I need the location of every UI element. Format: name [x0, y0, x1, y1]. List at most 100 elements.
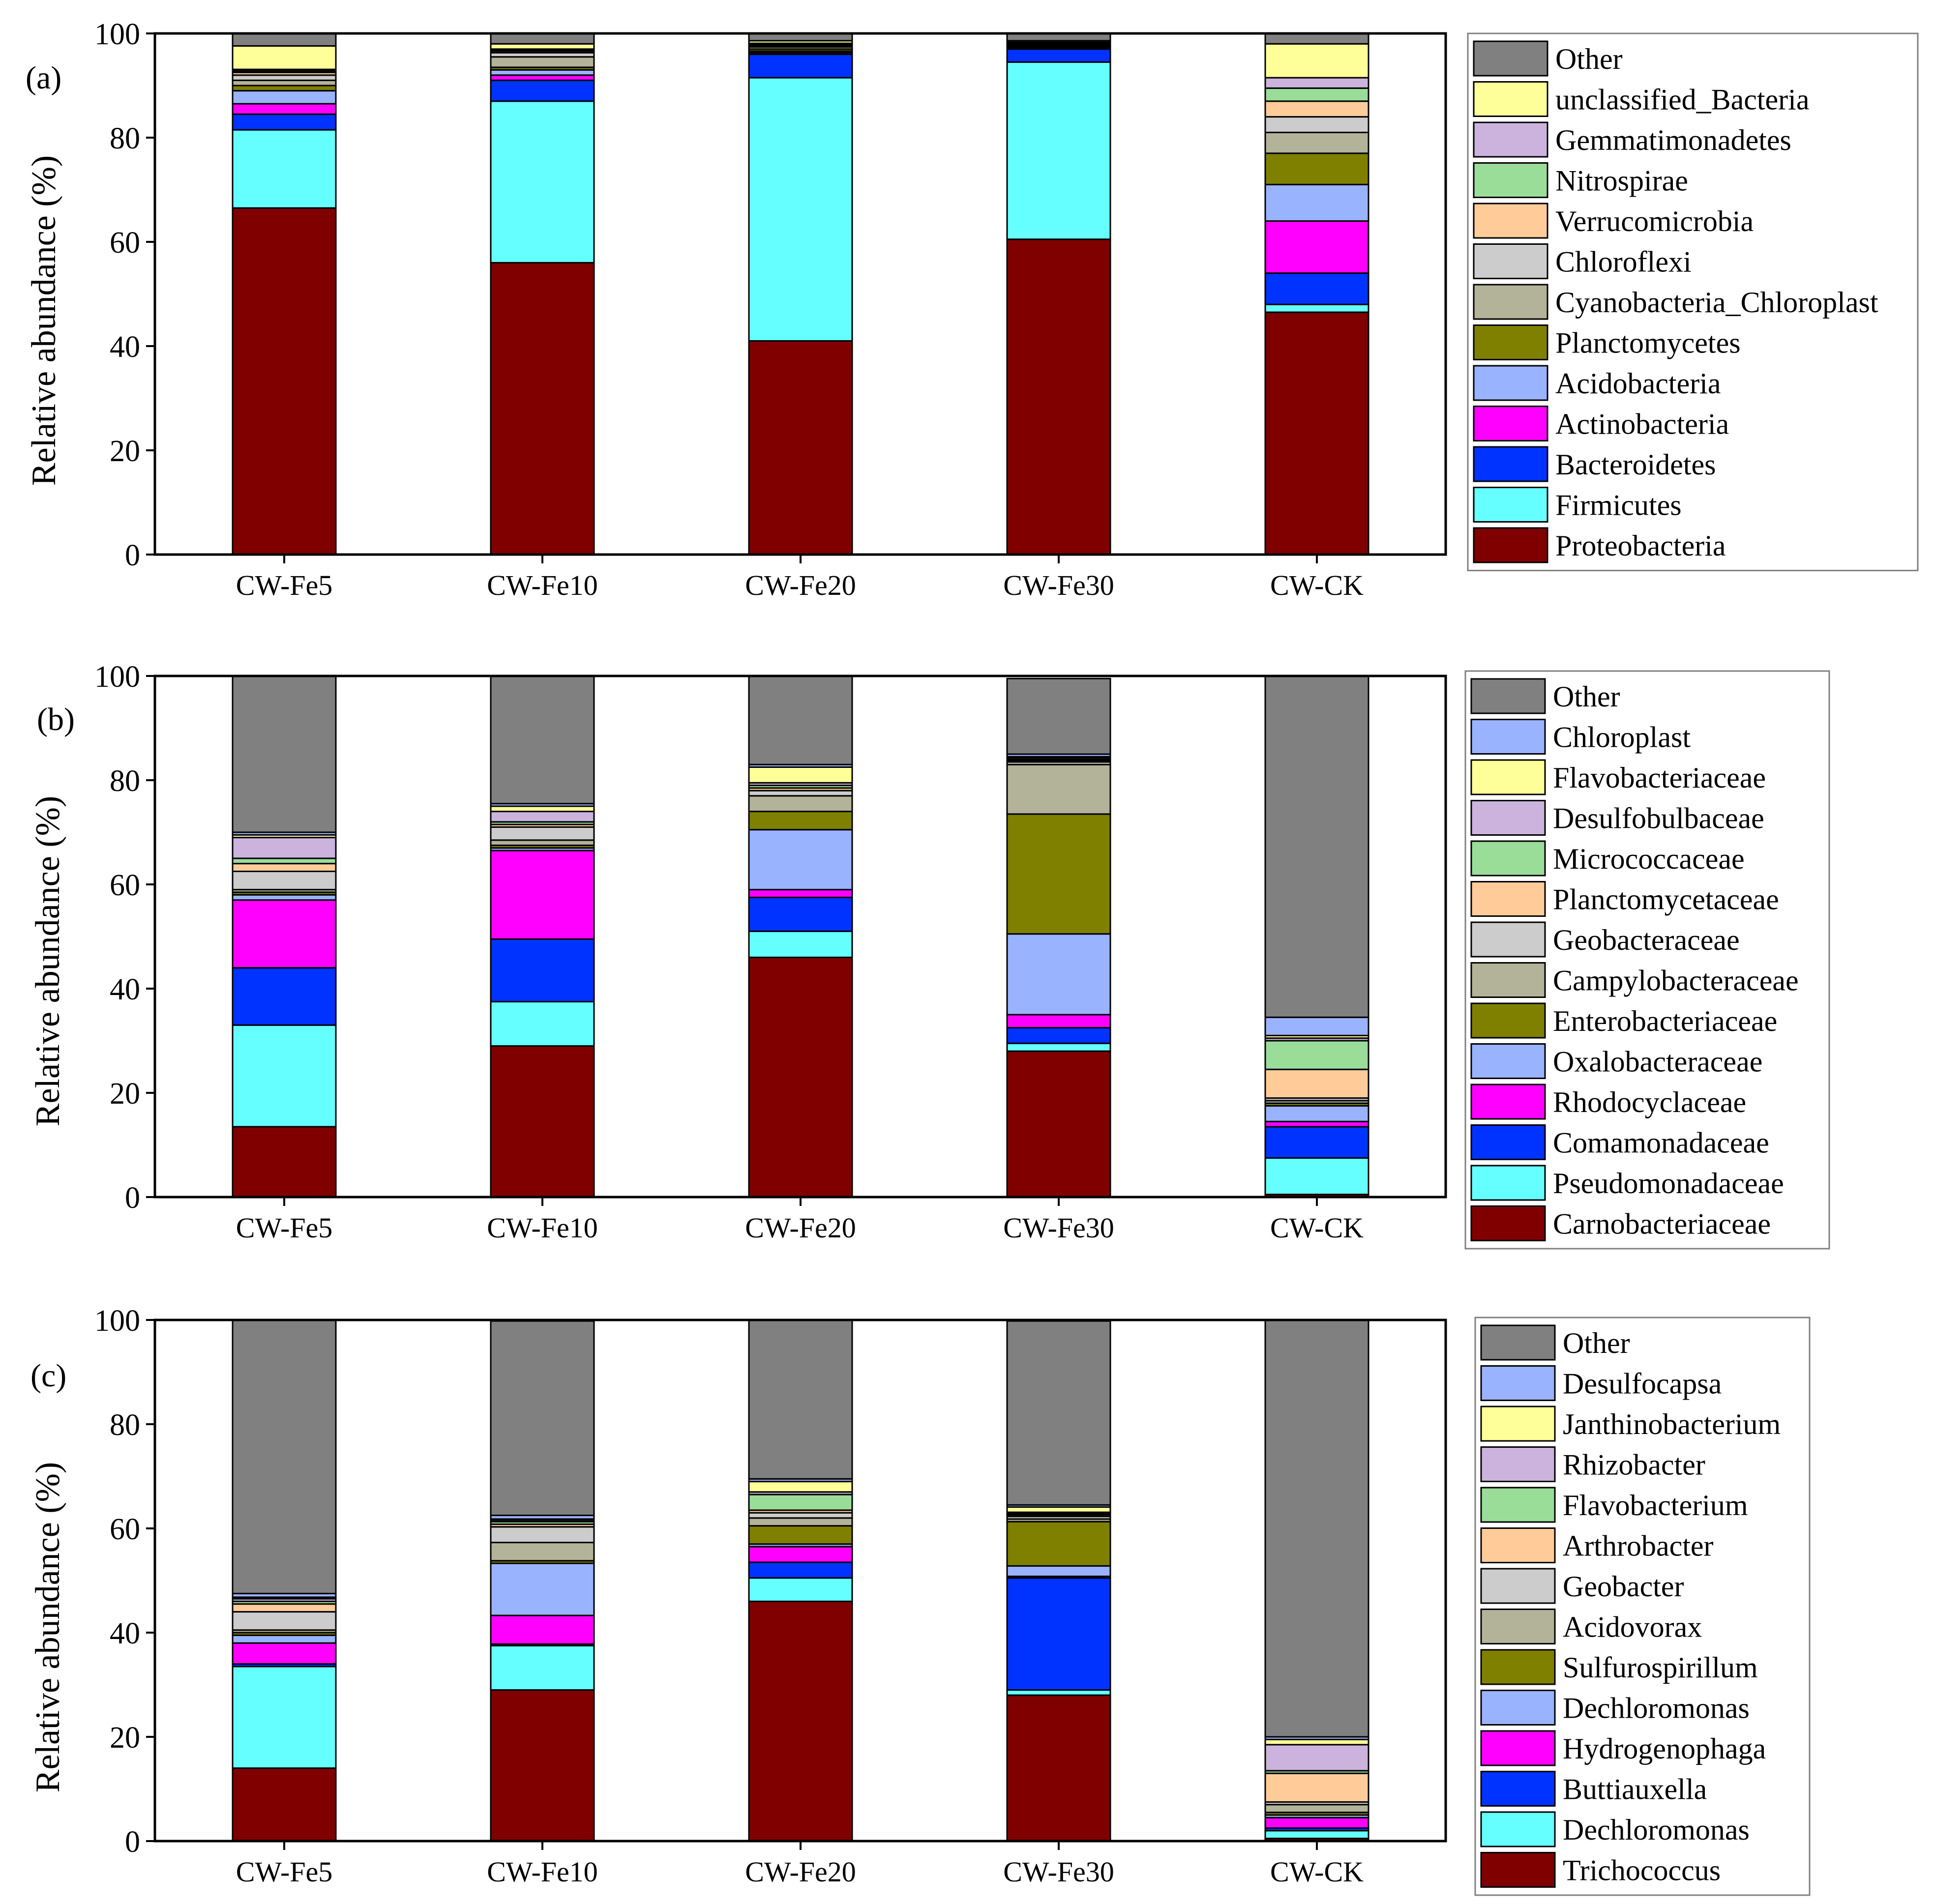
bar-cw-ck-acidovorax-6 [1264, 1804, 1369, 1814]
bar-cw-ck-planctomycetaceae-8 [1264, 1068, 1369, 1099]
bar-cw-ck-chloroflexi-7 [1264, 116, 1369, 133]
bar-cw-fe10-pseudomonadaceae-1 [490, 1001, 595, 1047]
bar-cw-fe5-dechloromonas-1 [232, 1666, 337, 1769]
bar-cw-ck-firmicutes-1 [1264, 303, 1369, 313]
bar-cw-fe5-chloroflexi-7 [232, 74, 337, 81]
legend-label-rhizobacter: Rhizobacter [1563, 1449, 1705, 1481]
bar-cw-fe30-trichococcus-0 [1006, 1694, 1111, 1842]
legend-swatch-other [1480, 1324, 1556, 1361]
legend-label-bacteroidetes: Bacteroidetes [1555, 448, 1716, 481]
legend-label-chloroflexi: Chloroflexi [1555, 246, 1692, 278]
bar-cw-fe20-flavobacteriaceae-11 [748, 766, 853, 784]
legend-swatch-other [1473, 40, 1548, 77]
x-tick-label-cw-fe5: CW-Fe5 [236, 569, 333, 601]
legend-label-geobacter: Geobacter [1563, 1570, 1684, 1603]
bar-cw-ck-rhodocyclaceae-3 [1264, 1120, 1369, 1128]
x-tick-label-cw-fe20: CW-Fe20 [745, 569, 856, 601]
bar-cw-ck-bacteroidetes-2 [1264, 272, 1369, 305]
bar-cw-fe20-dechloromonas-1 [748, 1577, 853, 1602]
legend-label-verrucomicrobia: Verrucomicrobia [1555, 205, 1754, 237]
x-tick-label-cw-fe10: CW-Fe10 [487, 1856, 598, 1888]
legend-label-comamonadaceae: Comamonadaceae [1553, 1127, 1769, 1159]
bar-cw-fe5-geobacter-7 [232, 1611, 337, 1631]
legend-label-firmicutes: Firmicutes [1555, 489, 1682, 522]
bar-cw-fe5-other-12 [232, 32, 337, 47]
bar-cw-fe30-oxalobacteraceae-4 [1006, 933, 1111, 1016]
legend-swatch-gemmatimonadetes [1473, 121, 1548, 158]
legend-swatch-janthinobacterium [1480, 1406, 1556, 1442]
legend-swatch-acidovorax [1480, 1609, 1556, 1644]
bar-cw-fe30-firmicutes-1 [1006, 61, 1111, 240]
bar-cw-fe5-planctomycetes-5 [232, 85, 337, 92]
bar-cw-ck-pseudomonadaceae-1 [1264, 1157, 1369, 1196]
legend-swatch-unclassified-bacteria [1473, 81, 1548, 117]
x-tick-label-cw-fe10: CW-Fe10 [487, 1212, 598, 1244]
bar-cw-fe5-other-13 [232, 1319, 337, 1594]
bar-cw-fe10-hydrogenophaga-3 [490, 1614, 595, 1645]
bar-cw-fe10-geobacteraceae-7 [490, 826, 595, 841]
y-tick-label: 100 [94, 660, 140, 694]
bar-cw-fe30-carnobacteriaceae-0 [1006, 1050, 1111, 1198]
legend: Other unclassified_Bacteria Gemmatimonadet… [1467, 32, 1919, 571]
legend-box [1474, 1317, 1811, 1896]
legend-swatch-planctomycetaceae [1470, 881, 1546, 917]
legend-label-cyanobacteria-chloroplast: Cyanobacteria_Chloroplast [1555, 286, 1878, 319]
legend-swatch-pseudomonadaceae [1470, 1165, 1546, 1201]
y-tick-label: 20 [110, 435, 140, 468]
bar-cw-fe20-geobacter-7 [748, 1512, 853, 1519]
legend-label-planctomycetaceae: Planctomycetaceae [1553, 883, 1779, 916]
bar-cw-fe5-other-13 [232, 675, 337, 833]
bar-cw-ck-janthinobacterium-11 [1264, 1738, 1369, 1746]
legend-swatch-buttiauxella [1480, 1771, 1556, 1807]
x-tick-label-cw-fe5: CW-Fe5 [236, 1212, 333, 1244]
legend-label-other: Other [1553, 680, 1620, 713]
bar-cw-fe5-firmicutes-1 [232, 129, 337, 209]
legend-box [1464, 670, 1830, 1250]
legend: Other Desulfocapsa Janthinobacterium Rhizob… [1474, 1317, 1811, 1896]
legend-label-rhodocyclaceae: Rhodocyclaceae [1553, 1086, 1746, 1118]
y-tick-label: 0 [125, 1181, 140, 1215]
bar-cw-fe30-rhodocyclaceae-3 [1006, 1014, 1111, 1028]
bar-cw-ck-proteobacteria-0 [1264, 311, 1369, 556]
bar-cw-ck-actinobacteria-3 [1264, 220, 1369, 274]
legend-label-planctomycetes: Planctomycetes [1555, 327, 1741, 359]
x-tick-label-cw-ck: CW-CK [1270, 1856, 1364, 1888]
bar-cw-fe5-desulfobulbaceae-10 [232, 837, 337, 859]
legend-label-actinobacteria: Actinobacteria [1555, 408, 1729, 440]
legend-label-campylobacteraceae: Campylobacteraceae [1553, 965, 1799, 997]
y-ticks: 0 20 40 60 80 100 [94, 660, 155, 1215]
y-tick-label: 80 [110, 122, 140, 155]
legend-label-desulfocapsa: Desulfocapsa [1563, 1368, 1722, 1400]
legend-swatch-other [1470, 678, 1546, 714]
bar-cw-fe10-acidovorax-6 [490, 1542, 595, 1562]
legend-swatch-enterobacteriaceae [1470, 1002, 1546, 1039]
panel-c: (c) Relative abundance (%) 020406080100 … [29, 1304, 1811, 1896]
legend-label-trichococcus: Trichococcus [1563, 1854, 1721, 1887]
legend-label-chloroplast: Chloroplast [1553, 721, 1691, 754]
bar-cw-fe10-acidobacteria-4 [490, 69, 595, 76]
plot-frame [153, 674, 1447, 1199]
legend-swatch-carnobacteriaceae [1470, 1205, 1546, 1241]
bar-cw-fe10-actinobacteria-3 [490, 74, 595, 81]
panel-a: (a) Relative abundance (%) 020406080100 … [25, 18, 1919, 601]
bar-cw-fe30-proteobacteria-0 [1006, 238, 1111, 556]
legend-label-acidobacteria: Acidobacteria [1555, 367, 1721, 400]
bar-cw-fe20-other-13 [748, 675, 853, 765]
bar-cw-fe30-dechloromonas-4 [1006, 1565, 1111, 1578]
panel-label: (a) [26, 60, 61, 96]
x-tick-label-cw-fe20: CW-Fe20 [745, 1856, 856, 1888]
y-axis-label: Relative abundance (%) [29, 796, 67, 1126]
x-tick-label-cw-fe10: CW-Fe10 [487, 569, 598, 601]
bar-cw-ck-other-13 [1264, 1319, 1369, 1738]
x-tick-label-cw-fe20: CW-Fe20 [745, 1212, 856, 1244]
x-tick-label-cw-fe30: CW-Fe30 [1003, 569, 1114, 601]
panel-b: (b) Relative abundance (%) 020406080100 … [29, 660, 1830, 1250]
bar-cw-fe10-rhodocyclaceae-3 [490, 849, 595, 940]
legend-swatch-geobacter [1480, 1568, 1556, 1604]
bar-cw-fe5-dechloromonas-4 [232, 1634, 337, 1644]
bar-cw-fe20-acidovorax-6 [748, 1517, 853, 1527]
bar-cw-fe10-other-12 [490, 32, 595, 45]
legend-label-arthrobacter: Arthrobacter [1563, 1530, 1714, 1562]
bar-cw-fe30-janthinobacterium-11 [1006, 1506, 1111, 1513]
legend-swatch-desulfobulbaceae [1470, 800, 1546, 836]
